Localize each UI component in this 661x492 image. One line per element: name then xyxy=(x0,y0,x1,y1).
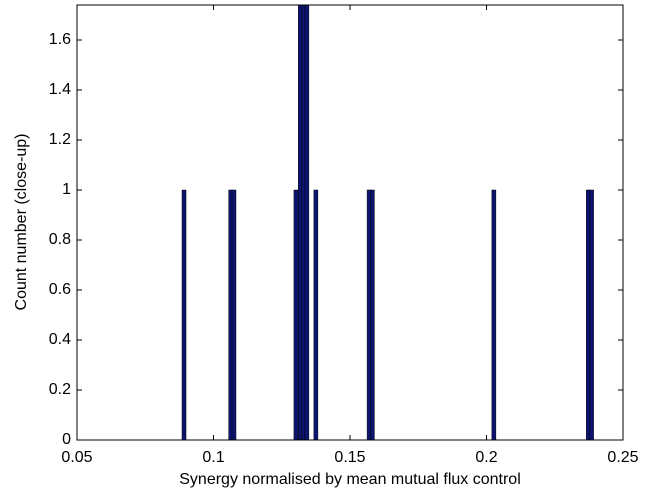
plot-area xyxy=(77,5,623,440)
x-tick-label: 0.2 xyxy=(475,449,497,466)
bars xyxy=(181,5,594,440)
bar xyxy=(293,189,299,440)
x-tick-label: 0.05 xyxy=(61,449,92,466)
x-tick-label: 0.25 xyxy=(607,449,638,466)
bar xyxy=(181,189,187,440)
bar xyxy=(313,189,319,440)
y-tick-label: 1.6 xyxy=(49,31,71,48)
y-tick-label: 0 xyxy=(62,431,71,448)
y-tick-label: 0.2 xyxy=(49,381,71,398)
y-tick-label: 1.2 xyxy=(49,131,71,148)
x-tick-label: 0.15 xyxy=(334,449,365,466)
bar xyxy=(491,189,497,440)
bar xyxy=(231,189,237,440)
y-axis-label: Count number (close-up) xyxy=(13,134,30,311)
x-axis-label: Synergy normalised by mean mutual flux c… xyxy=(179,471,521,488)
y-tick-label: 1.4 xyxy=(49,81,71,98)
y-tick-label: 0.4 xyxy=(49,331,71,348)
y-tick-label: 0.8 xyxy=(49,231,71,248)
bar xyxy=(589,189,594,440)
x-tick-label: 0.1 xyxy=(202,449,224,466)
y-tick-label: 1 xyxy=(62,181,71,198)
y-tick-label: 0.6 xyxy=(49,281,71,298)
bar xyxy=(304,5,310,440)
bar xyxy=(370,189,375,440)
